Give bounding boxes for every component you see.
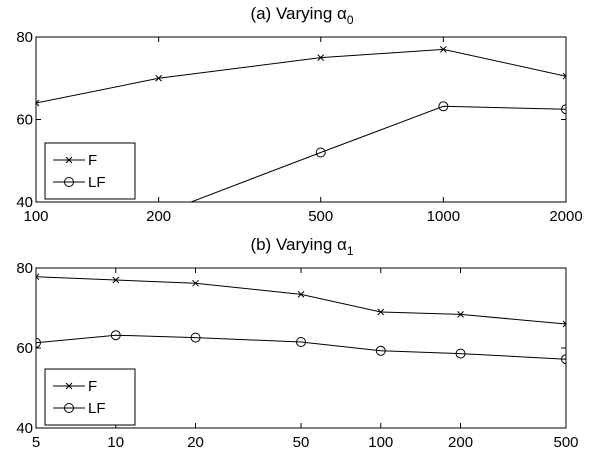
legend-marker-f-b <box>65 382 73 390</box>
point-lf-b <box>561 354 566 365</box>
point-f-a <box>36 99 40 107</box>
y-tick-label-b: 60 <box>16 340 33 357</box>
x-tick-label-a: 2000 <box>549 208 582 225</box>
point-lf-b <box>190 332 201 343</box>
chart-panel-b: (b) Varying α1 5 10 20 50 100 200 500 40 60 80 F LF <box>16 235 578 451</box>
legend-box-a <box>44 142 136 200</box>
x-tick-label-b: 5 <box>32 434 40 451</box>
legend-marker-lf-b <box>64 403 74 413</box>
chart-title-a: (a) Varying α0 <box>250 4 353 27</box>
y-tick-label-a: 60 <box>16 112 33 129</box>
chart-title-b-subscript: 1 <box>347 244 354 258</box>
legend-label-lf-b: LF <box>88 400 106 417</box>
point-f-a <box>317 54 325 61</box>
point-lf-a <box>32 247 41 256</box>
point-lf-b <box>455 348 466 359</box>
point-f-b <box>457 311 464 318</box>
series-line-lf-a <box>189 105 566 202</box>
x-tick-label-b: 50 <box>293 434 310 451</box>
point-lf-b <box>296 337 306 347</box>
point-f-b <box>377 308 385 316</box>
point-f-b <box>192 279 199 287</box>
chart-title-a-subscript: 0 <box>347 13 354 27</box>
legend-a: F LF <box>44 142 136 200</box>
x-tick-label-b: 100 <box>368 434 393 451</box>
x-tick-label-a: 200 <box>146 208 171 225</box>
x-tick-label-b: 200 <box>448 434 473 451</box>
point-lf-a <box>561 104 566 115</box>
x-tick-label-a: 1000 <box>427 208 460 225</box>
point-f-b <box>297 291 305 298</box>
point-f-b <box>36 273 40 281</box>
legend-label-lf-a: LF <box>88 174 106 191</box>
point-lf-b <box>36 337 41 348</box>
legend-label-f-a: F <box>88 152 97 169</box>
point-lf-b <box>110 330 121 341</box>
series-line-lf-b <box>36 334 566 360</box>
legend-box-b <box>44 368 136 426</box>
legend-marker-f-a <box>65 156 73 164</box>
x-tick-label-a: 100 <box>23 208 48 225</box>
y-tick-label-a: 80 <box>16 29 33 46</box>
chart-title-b: (b) Varying α1 <box>250 235 353 258</box>
x-tick-label-b: 10 <box>107 434 124 451</box>
legend-marker-lf-a <box>64 177 74 187</box>
point-f-a <box>440 46 447 53</box>
x-tick-label-b: 20 <box>187 434 204 451</box>
point-lf-b <box>375 345 386 356</box>
series-group-b <box>36 273 566 365</box>
x-tick-label-b: 500 <box>553 434 578 451</box>
point-lf-a <box>438 101 449 112</box>
point-f-b <box>562 320 566 328</box>
point-f-a <box>155 74 162 82</box>
series-line-f-b <box>36 276 566 325</box>
series-line-f-a <box>36 48 566 104</box>
chart-panel-a: (a) Varying α0 100 200 500 1000 2000 40 60 80 FL… <box>16 4 582 256</box>
point-lf-a <box>315 147 326 158</box>
point-f-b <box>112 276 120 284</box>
y-tick-label-a: 40 <box>16 194 33 211</box>
legend-label-f-b: F <box>88 378 97 395</box>
point-f-a <box>562 72 566 80</box>
y-tick-label-b: 40 <box>16 420 33 437</box>
y-tick-label-b: 80 <box>16 260 33 277</box>
series-group-a <box>32 46 566 256</box>
x-tick-label-a: 500 <box>308 208 333 225</box>
legend-b: F LF <box>44 368 136 426</box>
